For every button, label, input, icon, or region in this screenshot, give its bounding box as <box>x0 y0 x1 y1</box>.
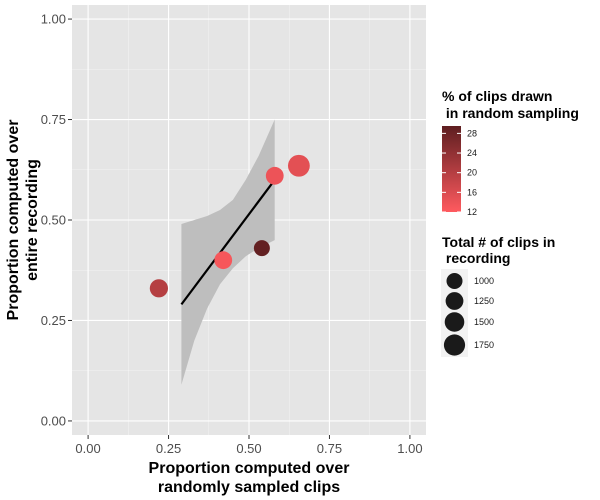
size-legend-key <box>444 312 465 332</box>
size-legend-title-line-1: Total # of clips in <box>442 234 555 250</box>
confidence-band <box>181 119 275 385</box>
size-legend-key <box>445 292 464 310</box>
color-bar-tick-label: 12 <box>467 207 477 217</box>
x-axis-title-line-1: Proportion computed over <box>149 460 350 477</box>
axes: 0.00 0.25 0.50 0.75 1.00 0.00 0.25 0.50 0.75 1.00 <box>41 12 423 456</box>
data-point <box>265 166 284 185</box>
color-bar-tick-label: 24 <box>467 148 477 158</box>
size-legend-label: 1500 <box>474 317 494 327</box>
size-legend-key <box>443 334 466 356</box>
size-legend-label: 1750 <box>474 340 494 350</box>
size-legend-keys: 1000 1250 1500 1750 <box>441 269 494 357</box>
y-tick-label: 0.25 <box>41 313 66 328</box>
y-tick-label: 0.75 <box>41 112 66 127</box>
color-bar-tick-label: 20 <box>467 168 477 178</box>
fit-line <box>180 179 276 306</box>
size-legend: Total # of clips in recording 1000 1250 15… <box>441 234 555 357</box>
data-points <box>149 154 310 298</box>
x-axis-title-line-2: randomly sampled clips <box>158 479 340 496</box>
x-tick-label: 1.00 <box>397 441 422 456</box>
data-point <box>149 279 168 298</box>
data-point <box>214 251 233 270</box>
size-legend-title-line-2: recording <box>442 250 510 266</box>
x-tick-label: 0.75 <box>317 441 342 456</box>
color-legend-title-line-1: % of clips drawn <box>442 88 552 104</box>
size-legend-label: 1000 <box>474 276 494 286</box>
y-tick-label: 1.00 <box>41 12 66 27</box>
data-point <box>253 240 270 257</box>
y-tick-label: 0.00 <box>41 413 66 428</box>
size-legend-key <box>446 273 463 289</box>
y-axis-title-line-1: Proportion computed over <box>5 120 22 321</box>
data-point <box>287 154 310 177</box>
color-bar-tick-label: 28 <box>467 128 477 138</box>
y-axis-title-line-2: entire recording <box>24 159 41 281</box>
color-bar-ticks: 12 16 20 24 28 <box>442 128 477 217</box>
color-bar <box>442 126 461 212</box>
color-bar-tick-label: 16 <box>467 187 477 197</box>
x-tick-label: 0.50 <box>236 441 261 456</box>
color-legend: % of clips drawn in random sampling 12 16… <box>442 88 579 217</box>
y-tick-label: 0.50 <box>41 213 66 228</box>
size-legend-label: 1250 <box>474 296 494 306</box>
color-legend-title-line-2: in random sampling <box>442 105 579 121</box>
x-tick-label: 0.00 <box>75 441 100 456</box>
x-tick-label: 0.25 <box>156 441 181 456</box>
